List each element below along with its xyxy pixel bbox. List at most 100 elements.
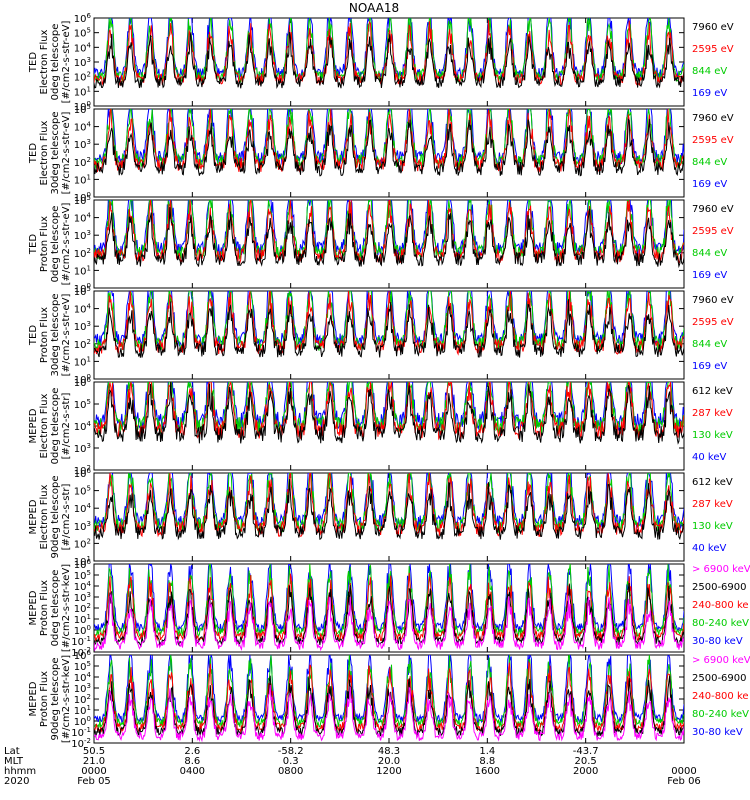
legend-entry: 844 eV: [692, 339, 727, 350]
legend-entry: 2595 eV: [692, 226, 734, 237]
series-line-4: [94, 675, 684, 739]
y-tick-label: 103: [74, 320, 91, 333]
y-tick-label: 105: [74, 103, 91, 116]
legend-entry: 2500-6900: [692, 673, 747, 684]
y-tick-label: 104: [74, 303, 92, 316]
chart-title: NOAA18: [349, 1, 399, 15]
series-line-5: [94, 684, 684, 743]
y-axis-label: Electron Flux: [39, 484, 50, 549]
series-line-4: [94, 207, 684, 269]
y-axis-label: MEPED: [28, 499, 39, 534]
legend-entry: 169 eV: [692, 270, 727, 281]
series-line-4: [94, 479, 684, 541]
orbit-row-value: 50.5: [83, 746, 105, 757]
series-line-5: [94, 592, 684, 652]
legend-entry: 130 keV: [692, 430, 733, 441]
orbit-row-value: 2000: [573, 766, 598, 777]
legend-entry: 844 eV: [692, 66, 727, 77]
series-traces: [94, 564, 684, 652]
series-traces: [94, 382, 684, 445]
orbit-row-value: Feb 05: [77, 776, 111, 787]
legend-entry: 40 keV: [692, 543, 726, 554]
y-axis-label: 0deg telescope: [50, 206, 61, 283]
y-tick-label: 106: [74, 649, 92, 662]
y-tick-label: 10-1: [71, 635, 91, 648]
y-tick-label: 104: [74, 580, 92, 593]
panel-6: 101 102 103 104 105 106 MEPED Electron Flux 90de…: [28, 467, 733, 568]
orbit-row-value: 2.6: [184, 746, 200, 757]
y-tick-label: 100: [74, 715, 91, 728]
y-tick-label: 101: [74, 85, 91, 98]
y-tick-label: 101: [74, 704, 91, 717]
series-line-3: [94, 20, 684, 87]
y-tick-label: 105: [74, 398, 91, 411]
legend-entry: > 6900 keV: [692, 564, 750, 575]
legend-entry: 130 keV: [692, 521, 733, 532]
y-tick-label: 104: [74, 121, 92, 134]
orbit-row-label: hhmm: [4, 766, 36, 777]
series-traces: [94, 18, 684, 89]
orbit-row-label: 2020: [4, 776, 29, 787]
y-tick-label: 101: [74, 613, 91, 626]
y-tick-label: 101: [74, 173, 91, 186]
y-tick-label: 103: [74, 138, 91, 151]
y-tick-label: 104: [74, 420, 92, 433]
legend-entry: 287 keV: [692, 499, 733, 510]
y-tick-label: 105: [74, 660, 91, 673]
orbit-row-label: Lat: [4, 746, 20, 757]
y-tick-label: 103: [74, 229, 91, 242]
legend-entry: 169 eV: [692, 361, 727, 372]
legend-entry: 40 keV: [692, 452, 726, 463]
legend-entry: 30-80 keV: [692, 636, 743, 647]
y-axis-label: 30deg telescope: [50, 293, 61, 376]
orbit-row-value: 0000: [671, 766, 696, 777]
y-axis-label: Electron Flux: [39, 393, 50, 458]
y-tick-label: 106: [74, 12, 92, 25]
series-line-4: [94, 299, 684, 358]
series-line-4: [94, 382, 684, 445]
y-tick-label: 101: [74, 264, 91, 277]
orbit-row-value: 0400: [180, 766, 205, 777]
y-axis-label: Proton Flux: [39, 216, 50, 272]
legend-entry: 169 eV: [692, 88, 727, 99]
y-axis-label: Proton Flux: [39, 671, 50, 727]
y-tick-label: 10-2: [71, 737, 91, 750]
orbit-row-value: -43.7: [573, 746, 599, 757]
legend-entry: 80-240 keV: [692, 709, 749, 720]
orbit-row-value: Feb 06: [667, 776, 701, 787]
y-tick-label: 10-2: [71, 646, 91, 659]
orbit-row-value: 8.6: [184, 756, 200, 767]
y-tick-label: 100: [74, 191, 91, 204]
series-line-4: [94, 118, 684, 177]
y-axis-label: TED: [28, 325, 39, 346]
y-tick-label: 105: [74, 485, 91, 498]
series-traces: [94, 655, 684, 743]
y-tick-label: 106: [74, 467, 92, 480]
legend-entry: 30-80 keV: [692, 727, 743, 738]
orbit-row-value: 20.0: [378, 756, 400, 767]
y-tick-label: 101: [74, 555, 91, 568]
y-tick-label: 101: [74, 355, 91, 368]
series-line-4: [94, 582, 684, 647]
legend-entry: 169 eV: [692, 179, 727, 190]
y-tick-label: 105: [74, 194, 91, 207]
y-axis-label: TED: [28, 52, 39, 73]
series-line-3: [94, 382, 684, 441]
legend-entry: 240-800 ke: [692, 600, 749, 611]
y-tick-label: 104: [74, 212, 92, 225]
y-tick-label: 105: [74, 27, 91, 40]
y-axis-label: MEPED: [28, 590, 39, 625]
orbit-row-value: 21.0: [83, 756, 105, 767]
series-line-1: [94, 473, 684, 530]
y-axis-label: MEPED: [28, 408, 39, 443]
y-tick-label: 102: [74, 537, 91, 550]
orbit-row-value: 48.3: [378, 746, 400, 757]
y-tick-label: 100: [74, 373, 91, 386]
legend-entry: 2595 eV: [692, 44, 734, 55]
y-axis-label: Proton Flux: [39, 307, 50, 363]
y-axis-label: 90deg telescope: [50, 657, 61, 740]
